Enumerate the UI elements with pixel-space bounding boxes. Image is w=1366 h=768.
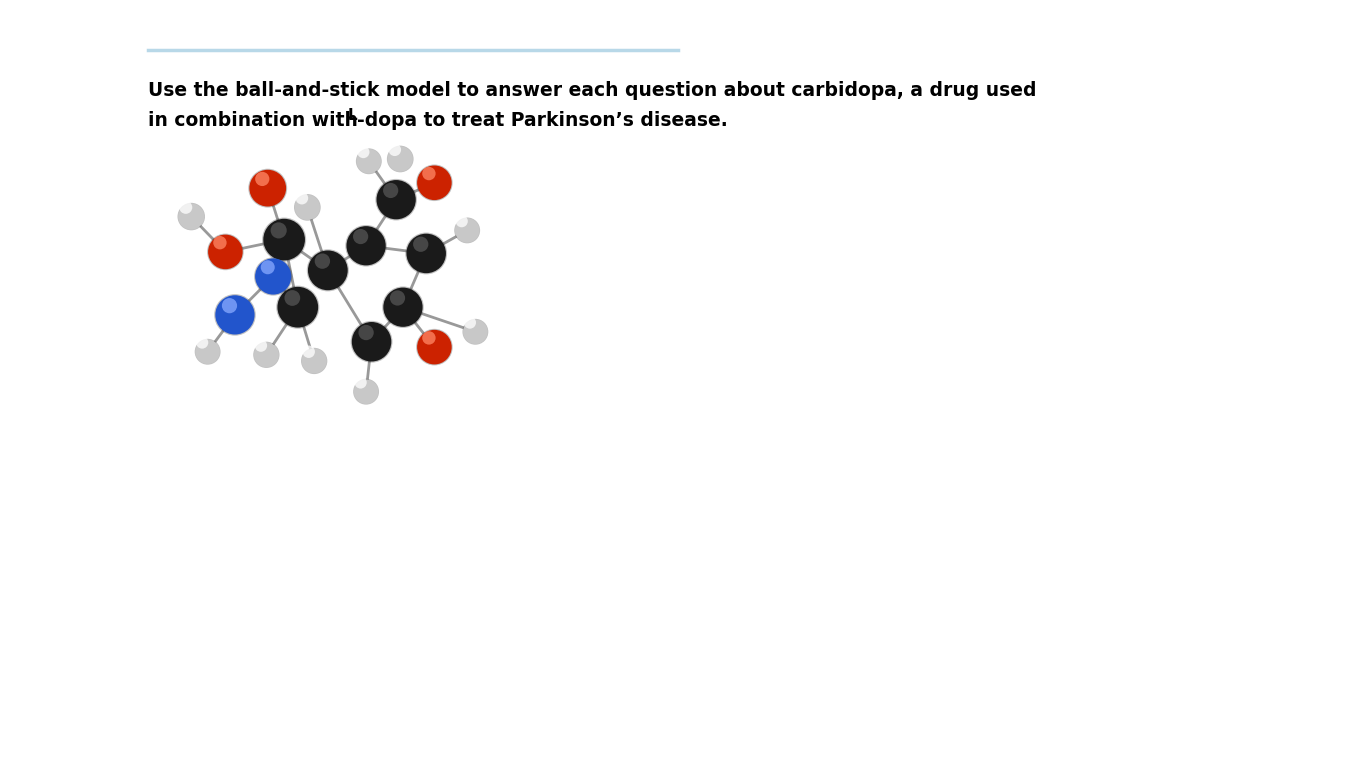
Text: -dopa to treat Parkinson’s disease.: -dopa to treat Parkinson’s disease.	[358, 111, 728, 131]
Point	[197, 346, 219, 358]
Point	[273, 233, 295, 246]
Point	[392, 301, 414, 313]
Point	[287, 301, 309, 313]
Point	[214, 246, 236, 258]
Point	[219, 300, 240, 312]
Point	[456, 224, 478, 237]
Point	[281, 292, 303, 304]
Point	[418, 167, 440, 180]
Point	[296, 201, 318, 214]
Point	[296, 201, 318, 214]
Point	[355, 386, 377, 398]
Point	[262, 270, 284, 283]
Point	[303, 355, 325, 367]
Point	[317, 264, 339, 276]
Point	[385, 194, 407, 206]
Point	[209, 237, 231, 249]
Point	[287, 301, 309, 313]
Point	[355, 386, 377, 398]
Point	[273, 233, 295, 246]
Point	[352, 146, 374, 158]
Point	[224, 309, 246, 321]
Point	[268, 224, 290, 237]
Point	[358, 155, 380, 167]
Point	[355, 240, 377, 252]
Point	[317, 264, 339, 276]
Point	[361, 336, 382, 348]
Point	[459, 316, 481, 329]
Point	[350, 376, 372, 389]
Point	[191, 336, 213, 349]
Point	[361, 336, 382, 348]
Point	[355, 326, 377, 339]
Point	[380, 184, 402, 197]
Point	[464, 326, 486, 338]
Point	[251, 173, 273, 185]
Text: L: L	[347, 108, 358, 124]
Point	[389, 153, 411, 165]
Point	[410, 238, 432, 250]
Point	[358, 155, 380, 167]
Point	[224, 309, 246, 321]
Point	[423, 177, 445, 189]
Point	[451, 215, 473, 227]
Point	[415, 247, 437, 260]
Point	[255, 349, 277, 361]
Point	[387, 292, 408, 304]
Point	[303, 355, 325, 367]
Point	[180, 210, 202, 223]
Text: Use the ball-and-stick model to answer each question about carbidopa, a drug use: Use the ball-and-stick model to answer e…	[148, 81, 1035, 100]
Point	[355, 240, 377, 252]
Point	[250, 339, 272, 352]
Point	[456, 224, 478, 237]
Point	[423, 341, 445, 353]
Point	[384, 144, 406, 156]
Point	[423, 177, 445, 189]
Point	[255, 349, 277, 361]
Point	[423, 341, 445, 353]
Point	[257, 182, 279, 194]
Point	[389, 153, 411, 165]
Point	[392, 301, 414, 313]
Point	[350, 230, 372, 243]
Point	[464, 326, 486, 338]
Point	[418, 332, 440, 344]
Point	[298, 346, 320, 358]
Point	[311, 255, 333, 267]
Point	[214, 246, 236, 258]
Point	[197, 346, 219, 358]
Text: in combination with: in combination with	[148, 111, 363, 131]
Point	[175, 201, 197, 214]
Point	[257, 182, 279, 194]
Point	[180, 210, 202, 223]
Point	[262, 270, 284, 283]
Point	[385, 194, 407, 206]
Point	[291, 192, 313, 204]
Point	[257, 261, 279, 273]
Point	[415, 247, 437, 260]
